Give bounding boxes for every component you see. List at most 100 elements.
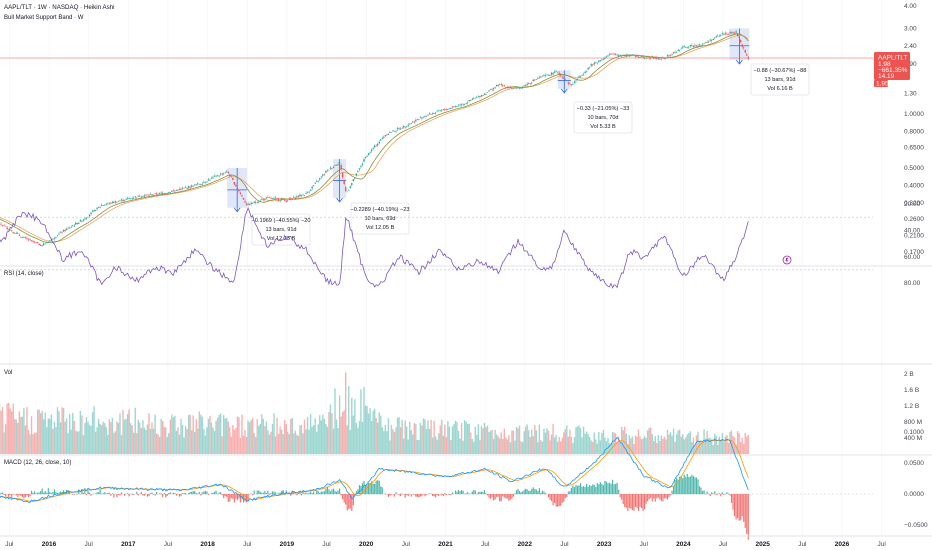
macd-title[interactable]: MACD (12, 26, close, 10) bbox=[4, 460, 71, 466]
macd-histogram-bar bbox=[525, 488, 527, 495]
volume-bar bbox=[198, 411, 200, 454]
time-axis-label: Jul bbox=[719, 541, 728, 548]
candle-body bbox=[326, 169, 329, 171]
candle-body bbox=[431, 113, 434, 114]
volume-bar bbox=[499, 438, 501, 454]
price-axis-label: 1.0000 bbox=[904, 111, 924, 118]
candle-body bbox=[108, 202, 111, 204]
candle-body bbox=[709, 39, 711, 41]
volume-bar bbox=[311, 426, 313, 454]
volume-bar bbox=[479, 440, 481, 454]
candle-body bbox=[692, 45, 695, 47]
volume-bar bbox=[123, 419, 126, 454]
measurement-label-line: Vol 5.33 B bbox=[590, 124, 616, 130]
macd-histogram-bar bbox=[537, 491, 539, 495]
volume-bar bbox=[62, 408, 65, 454]
volume-bar bbox=[701, 441, 704, 454]
candle-body bbox=[579, 75, 582, 77]
candle-body bbox=[207, 179, 210, 181]
volume-bar bbox=[582, 426, 585, 454]
macd-histogram-bar bbox=[305, 492, 307, 495]
symbol-title[interactable]: AAPL/TLT · 1W · NASDAQ · Heikin Ashi bbox=[4, 4, 115, 11]
candle-body bbox=[253, 201, 255, 203]
candle-body bbox=[334, 165, 336, 166]
volume-title[interactable]: Vol bbox=[4, 370, 12, 376]
macd-pane[interactable]: MACD (12, 26, close, 10) bbox=[0, 436, 873, 540]
price-axis[interactable]: 4.003.002.401.901.301.00000.80000.65000.… bbox=[904, 3, 924, 256]
macd-histogram-bar bbox=[81, 489, 83, 495]
macd-histogram-bar bbox=[17, 494, 19, 498]
macd-histogram-bar bbox=[698, 486, 701, 495]
volume-bar bbox=[20, 416, 22, 454]
macd-histogram-bar bbox=[637, 494, 640, 511]
candle-body bbox=[619, 55, 621, 56]
rsi-pane[interactable]: RSI (14, close) bbox=[0, 206, 873, 289]
alert-icon[interactable] bbox=[782, 255, 792, 265]
volume-bar bbox=[556, 441, 559, 454]
time-axis[interactable]: Jul 2016 Jul 2017 Jul 2018 Jul 2019 Jul 2020 Jul 20… bbox=[5, 541, 886, 548]
macd-histogram-bar bbox=[445, 494, 447, 496]
candle-body bbox=[430, 114, 432, 115]
macd-histogram-bar bbox=[49, 491, 51, 495]
macd-histogram-bar bbox=[735, 494, 737, 520]
macd-histogram-bar bbox=[401, 493, 403, 495]
candle-body bbox=[142, 196, 144, 198]
price-axis-label: 4.00 bbox=[904, 3, 917, 10]
rsi-title[interactable]: RSI (14, close) bbox=[4, 271, 44, 277]
candle-body bbox=[64, 230, 66, 231]
candle-body bbox=[442, 109, 444, 111]
candle-body bbox=[84, 218, 86, 220]
candle-body bbox=[261, 199, 263, 201]
macd-histogram-bar bbox=[715, 494, 717, 495]
volume-bar bbox=[665, 439, 667, 454]
macd-histogram-bar bbox=[444, 493, 446, 495]
volume-bar bbox=[120, 435, 123, 454]
rsi-axis-label: 40.00 bbox=[904, 228, 921, 235]
candle-body bbox=[201, 183, 204, 185]
candle-body bbox=[233, 181, 236, 185]
volume-bar bbox=[262, 418, 265, 454]
candle-body bbox=[341, 172, 344, 178]
volume-bar bbox=[238, 417, 240, 454]
macd-histogram-bar bbox=[653, 494, 655, 499]
price-pane[interactable]: AAPL/TLT · 1W · NASDAQ · Heikin Ashi Bul… bbox=[0, 4, 873, 265]
macd-histogram-bar bbox=[398, 494, 400, 496]
volume-bar bbox=[184, 426, 187, 454]
volume-bar bbox=[601, 432, 603, 454]
candle-body bbox=[547, 75, 550, 76]
candle-body bbox=[213, 175, 216, 177]
candle-body bbox=[210, 177, 213, 179]
macd-histogram-bar bbox=[567, 491, 569, 495]
candle-body bbox=[425, 115, 428, 117]
candle-body bbox=[160, 192, 162, 194]
candle-body bbox=[344, 187, 347, 191]
candle-body bbox=[688, 46, 690, 48]
volume-bar bbox=[712, 444, 714, 454]
indicator-title[interactable]: Bull Market Support Band · W bbox=[4, 15, 84, 21]
volume-bar bbox=[723, 441, 725, 454]
macd-histogram-bar bbox=[726, 492, 728, 495]
macd-histogram-bar bbox=[148, 494, 150, 497]
macd-histogram-bar bbox=[663, 494, 666, 499]
macd-histogram-bar bbox=[717, 493, 719, 495]
candle-body bbox=[596, 62, 599, 64]
volume-pane[interactable]: Vol bbox=[0, 370, 749, 454]
candle-body bbox=[520, 88, 522, 89]
volume-bar bbox=[201, 416, 204, 454]
candle-body bbox=[534, 79, 536, 81]
candle-body bbox=[354, 177, 356, 179]
macd-histogram-bar bbox=[558, 494, 560, 507]
macd-histogram-bar bbox=[271, 491, 274, 495]
candle-body bbox=[727, 34, 730, 35]
macd-histogram-bar bbox=[40, 491, 42, 495]
candle-body bbox=[553, 71, 556, 74]
candle-body bbox=[62, 229, 65, 232]
macd-histogram-bar bbox=[155, 491, 158, 495]
volume-bar bbox=[739, 441, 742, 454]
volume-bar bbox=[239, 438, 242, 454]
candle-body bbox=[518, 87, 521, 89]
